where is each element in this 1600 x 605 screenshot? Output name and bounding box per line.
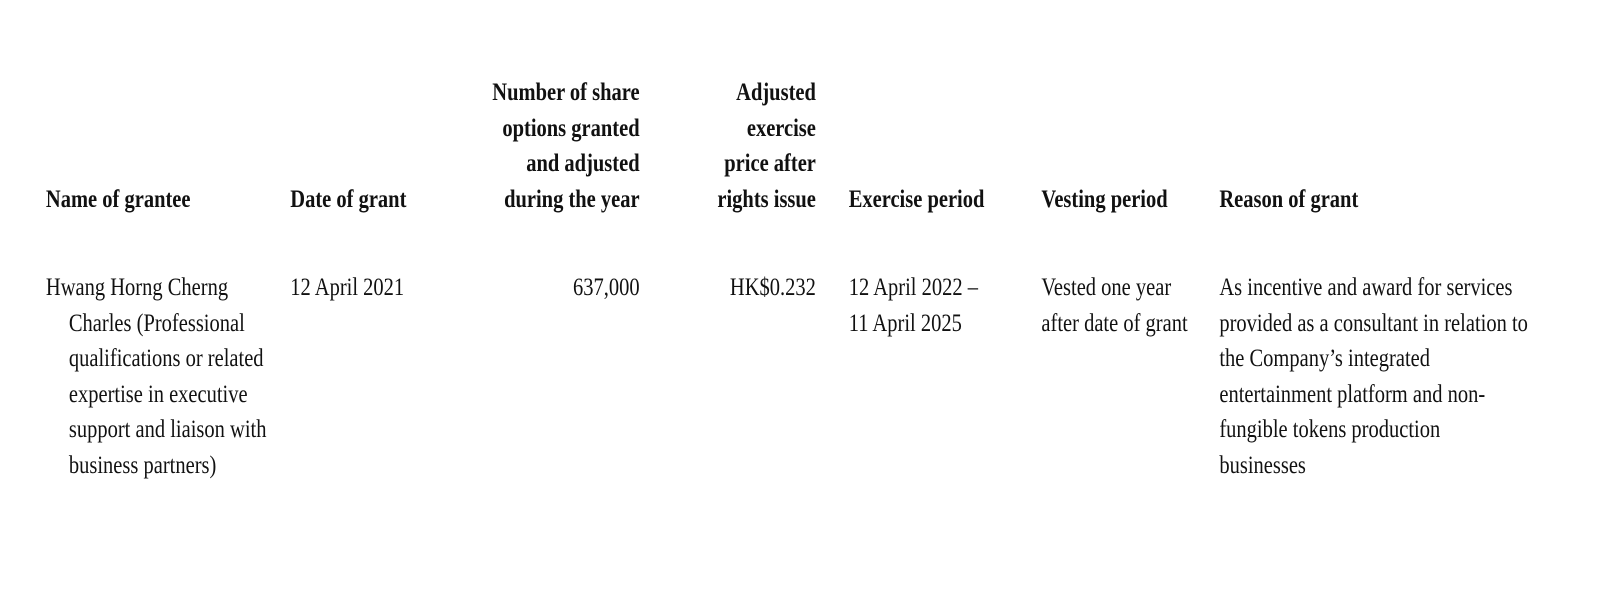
cell-text: As incentive and award for services prov…	[1219, 274, 1528, 479]
cell-text: 12 April 2021	[290, 274, 405, 301]
header-cell: Date of grant	[290, 75, 462, 217]
header-cell: Number of share options granted and adju…	[462, 75, 639, 217]
table-body: Hwang Horng Cherng Charles (Professional…	[46, 217, 1547, 483]
cell-text: 12 April 2022 – 11 April 2025	[848, 274, 978, 337]
cell-text: Vesting period	[1041, 185, 1168, 213]
cell-text: Name of grantee	[45, 185, 191, 213]
grant-table: Name of grantee Date of grant Number of sh…	[46, 75, 1547, 483]
body-cell: 637,000	[462, 217, 640, 483]
cell-text: Vested one year after date of grant	[1041, 274, 1188, 337]
body-cell: As incentive and award for services prov…	[1219, 217, 1547, 483]
body-cell: HK$0.232	[640, 217, 816, 483]
header-cell: Adjusted exercise price after rights iss…	[640, 75, 816, 217]
cell-text: Number of share options granted and adju…	[492, 79, 640, 213]
header-row: Name of grantee Date of grant Number of sh…	[46, 75, 1547, 217]
cell-text: Reason of grant	[1219, 185, 1359, 213]
cell-text: 637,000	[572, 274, 640, 301]
cell-text: Adjusted exercise price after rights iss…	[717, 79, 816, 213]
header-cell: Name of grantee	[46, 75, 290, 217]
header-cell: Exercise period	[816, 75, 1042, 217]
header-cell: Vesting period	[1041, 75, 1219, 217]
header-cell: Reason of grant	[1219, 75, 1547, 217]
body-row: Hwang Horng Cherng Charles (Professional…	[46, 217, 1547, 483]
body-cell: Hwang Horng Cherng Charles (Professional…	[46, 217, 290, 483]
cell-text: Hwang Horng Cherng Charles (Professional…	[45, 274, 267, 479]
body-cell: 12 April 2022 – 11 April 2025	[816, 217, 1042, 483]
cell-text: Date of grant	[290, 185, 407, 213]
cell-text: Exercise period	[848, 185, 985, 213]
body-cell: 12 April 2021	[290, 217, 462, 483]
body-cell: Vested one year after date of grant	[1041, 217, 1219, 483]
cell-text: HK$0.232	[729, 274, 816, 301]
